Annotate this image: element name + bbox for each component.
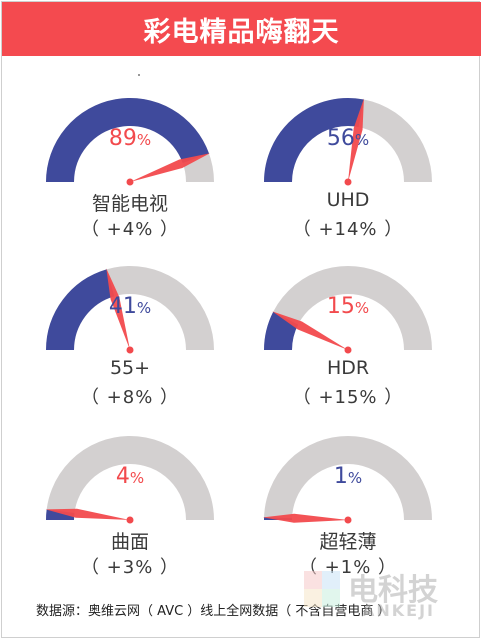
gauge-value-label: 1% (308, 464, 388, 489)
gauge-value-percent-sign: % (354, 131, 370, 149)
gauge-value-label: 89% (90, 126, 170, 151)
gauge-fill (46, 98, 210, 183)
gauge-category-name: 超轻薄 (319, 531, 377, 553)
gauge-needle (263, 513, 348, 523)
gauge-needle (45, 508, 130, 520)
gauge-value-percent-sign: % (354, 299, 370, 317)
gauge-needle-pivot (126, 516, 134, 524)
gauge-change-label: （ +15% ） (292, 387, 404, 408)
gauge-value-number: 1 (333, 464, 348, 489)
gauge-needle-pivot (344, 178, 352, 186)
gauge-category-name: HDR (326, 357, 370, 379)
gauge-value-percent-sign: % (136, 131, 152, 149)
gauge-value-label: 56% (308, 126, 388, 151)
gauge-needle (272, 311, 348, 350)
gauge-value-number: 4 (115, 464, 130, 489)
gauge-category-name: UHD (326, 189, 370, 211)
gauge-fill (264, 311, 299, 351)
gauge-category-name: 55+ (109, 357, 151, 379)
gauge-value-label: 15% (308, 294, 388, 319)
gauge-fill (264, 98, 364, 183)
data-source-note: 数据源：奥维云网（ AVC ）线上全网数据（ 不含自营电商 ） (36, 604, 391, 619)
gauge-value-label: 4% (90, 464, 170, 489)
watermark: 电科技 ANKEJI (300, 563, 483, 623)
gauge-value-percent-sign: % (129, 469, 145, 487)
gauge-value-percent-sign: % (136, 299, 152, 317)
gauge-category-name: 智能电视 (91, 193, 168, 215)
page-title: 彩电精品嗨翻天 (2, 2, 481, 56)
gauge-needle-pivot (126, 346, 134, 354)
gauge-value-number: 41 (108, 294, 137, 319)
gauge-value-number: 15 (326, 294, 355, 319)
gauge-track (264, 436, 432, 521)
gauge-value-number: 56 (326, 126, 355, 151)
gauge-change-label: （ +3% ） (80, 557, 180, 578)
gauge-change-label: （ +14% ） (292, 219, 404, 240)
gauge-fill (46, 269, 115, 351)
gauge-needle (348, 98, 364, 182)
gauge-track (46, 436, 214, 521)
watermark-text: 电科技 (348, 573, 438, 608)
gauge-needle-pivot (344, 516, 352, 524)
gauge-needle (106, 268, 130, 350)
gauge-value-number: 89 (108, 126, 137, 151)
gauge-needle-pivot (126, 178, 134, 186)
gauge-value-percent-sign: % (347, 469, 363, 487)
gauge-category-name: 曲面 (110, 531, 149, 553)
watermark-sub-text: ANKEJI (362, 601, 436, 620)
gauge-value-label: 41% (90, 294, 170, 319)
stray-dot (138, 74, 140, 76)
gauge-change-label: （ +8% ） (80, 387, 180, 408)
gauge-needle (130, 153, 210, 182)
gauge-needle-pivot (344, 346, 352, 354)
watermark-logo-icon (304, 571, 340, 607)
gauge-change-label: （ +4% ） (80, 219, 180, 240)
